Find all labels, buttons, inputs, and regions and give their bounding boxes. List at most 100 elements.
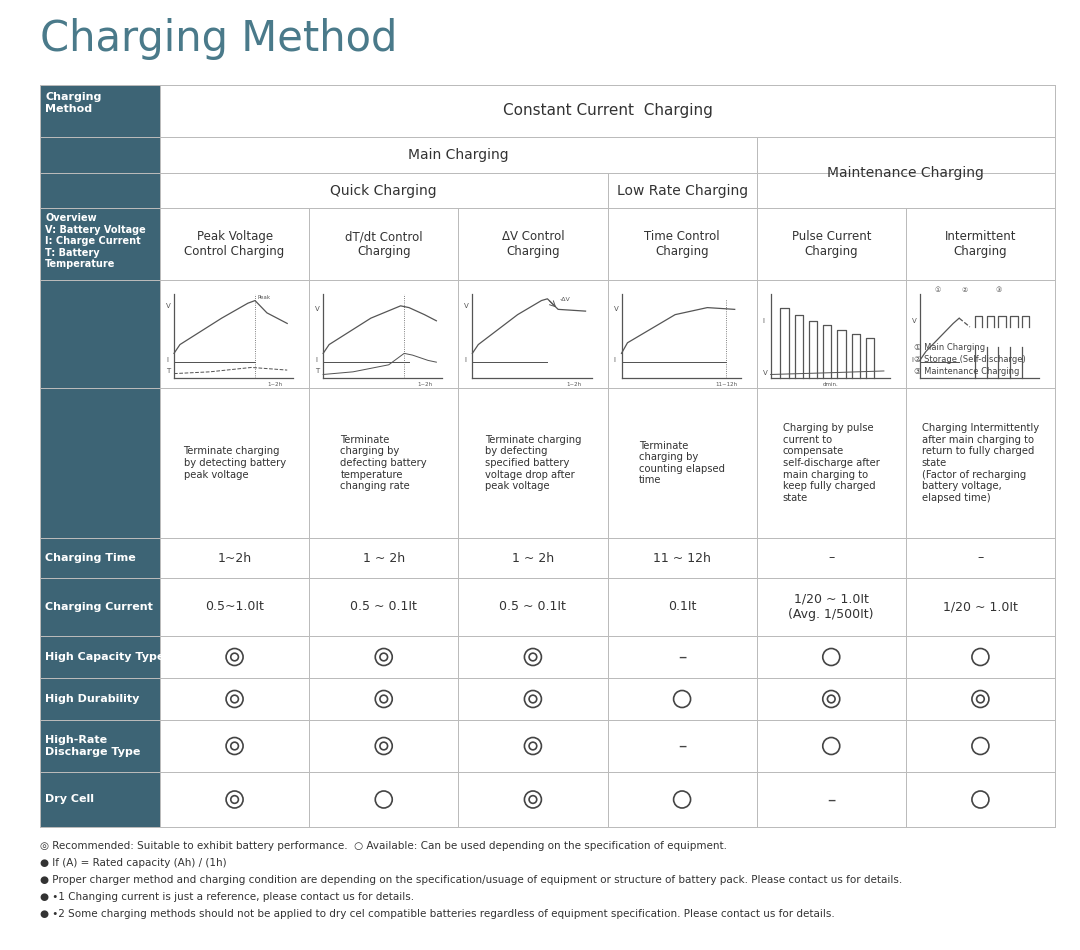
Bar bbox=[757, 678, 906, 720]
Bar bbox=[906, 388, 1055, 538]
Bar bbox=[309, 280, 458, 388]
Text: 0.5 ~ 0.1It: 0.5 ~ 0.1It bbox=[499, 600, 566, 614]
Text: T: T bbox=[166, 368, 171, 374]
Bar bbox=[309, 388, 458, 538]
Bar bbox=[757, 280, 906, 388]
Text: V: V bbox=[613, 306, 618, 313]
Text: dmin.: dmin. bbox=[822, 382, 838, 387]
Bar bbox=[757, 720, 906, 772]
Bar bbox=[607, 772, 757, 827]
Text: –: – bbox=[828, 552, 835, 564]
Text: Terminate
charging by
counting elapsed
time: Terminate charging by counting elapsed t… bbox=[639, 441, 725, 485]
Text: Charging by pulse
current to
compensate
self-discharge after
main charging to
ke: Charging by pulse current to compensate … bbox=[783, 423, 880, 503]
Bar bbox=[607, 173, 757, 208]
Bar bbox=[757, 388, 906, 538]
Text: ②: ② bbox=[962, 287, 969, 293]
Text: I: I bbox=[762, 318, 765, 324]
Text: T: T bbox=[315, 368, 320, 374]
Text: Terminate
charging by
defecting battery
temperature
changing rate: Terminate charging by defecting battery … bbox=[340, 435, 427, 491]
Bar bbox=[160, 636, 309, 678]
Text: Terminate charging
by detecting battery
peak voltage: Terminate charging by detecting battery … bbox=[184, 446, 285, 480]
Text: High Durability: High Durability bbox=[45, 694, 139, 704]
Bar bbox=[40, 280, 160, 388]
Text: V: V bbox=[166, 303, 171, 309]
Bar bbox=[160, 772, 309, 827]
Bar bbox=[607, 678, 757, 720]
Text: ● Proper charger method and charging condition are depending on the specificatio: ● Proper charger method and charging con… bbox=[40, 875, 902, 885]
Bar bbox=[40, 85, 160, 137]
Bar bbox=[309, 720, 458, 772]
Bar bbox=[906, 720, 1055, 772]
Text: 1~2h: 1~2h bbox=[268, 382, 283, 387]
Bar bbox=[458, 678, 607, 720]
Bar bbox=[40, 772, 160, 827]
Text: 0.5~1.0It: 0.5~1.0It bbox=[205, 600, 264, 614]
Bar bbox=[160, 388, 309, 538]
Bar bbox=[607, 720, 757, 772]
Bar bbox=[40, 137, 160, 173]
Bar bbox=[458, 636, 607, 678]
Text: 0.5 ~ 0.1It: 0.5 ~ 0.1It bbox=[350, 600, 417, 614]
Text: Pulse Current
Charging: Pulse Current Charging bbox=[792, 230, 870, 258]
Bar bbox=[40, 388, 160, 538]
Text: Charging Time: Charging Time bbox=[45, 553, 136, 563]
Bar bbox=[757, 538, 906, 578]
Bar bbox=[607, 280, 757, 388]
Text: ③ Maintenance Charging: ③ Maintenance Charging bbox=[914, 367, 1020, 376]
Bar bbox=[40, 173, 160, 208]
Bar bbox=[757, 208, 906, 280]
Text: ①: ① bbox=[934, 287, 941, 293]
Text: 1/20 ~ 1.0It: 1/20 ~ 1.0It bbox=[943, 600, 1017, 614]
Bar bbox=[160, 720, 309, 772]
Text: 1~2h: 1~2h bbox=[417, 382, 432, 387]
Text: Maintenance Charging: Maintenance Charging bbox=[827, 165, 984, 180]
Text: I: I bbox=[613, 357, 616, 364]
Text: –: – bbox=[977, 552, 984, 564]
Text: Quick Charging: Quick Charging bbox=[330, 183, 437, 198]
Bar bbox=[906, 772, 1055, 827]
Text: High-Rate
Discharge Type: High-Rate Discharge Type bbox=[45, 735, 140, 757]
Bar bbox=[607, 636, 757, 678]
Text: Dry Cell: Dry Cell bbox=[45, 794, 94, 805]
Text: V: V bbox=[464, 303, 469, 309]
Bar bbox=[160, 208, 309, 280]
Text: ③: ③ bbox=[996, 287, 1001, 293]
Text: 1~2h: 1~2h bbox=[566, 382, 581, 387]
Bar bbox=[458, 538, 607, 578]
Bar bbox=[757, 772, 906, 827]
Text: Peak: Peak bbox=[257, 294, 271, 300]
Bar bbox=[309, 538, 458, 578]
Bar bbox=[757, 636, 906, 678]
Bar bbox=[309, 772, 458, 827]
Bar bbox=[309, 636, 458, 678]
Text: Charging Intermittently
after main charging to
return to fully charged
state
(Fa: Charging Intermittently after main charg… bbox=[922, 423, 1039, 503]
Text: ● •2 Some charging methods should not be applied to dry cel compatible batteries: ● •2 Some charging methods should not be… bbox=[40, 909, 835, 919]
Bar bbox=[40, 578, 160, 636]
Text: Peak Voltage
Control Charging: Peak Voltage Control Charging bbox=[185, 230, 285, 258]
Text: Constant Current  Charging: Constant Current Charging bbox=[502, 104, 713, 119]
Bar bbox=[906, 208, 1055, 280]
Text: I: I bbox=[464, 357, 467, 364]
Text: -ΔV: -ΔV bbox=[559, 296, 570, 301]
Bar bbox=[607, 538, 757, 578]
Text: –: – bbox=[678, 737, 686, 755]
Bar bbox=[309, 208, 458, 280]
Text: Charging Current: Charging Current bbox=[45, 602, 153, 612]
Bar bbox=[906, 538, 1055, 578]
Text: Low Rate Charging: Low Rate Charging bbox=[617, 183, 747, 198]
Bar bbox=[906, 280, 1055, 388]
Bar bbox=[40, 720, 160, 772]
Bar bbox=[458, 208, 607, 280]
Bar bbox=[607, 208, 757, 280]
Bar bbox=[906, 678, 1055, 720]
Bar bbox=[40, 208, 160, 280]
Bar bbox=[160, 280, 309, 388]
Bar bbox=[458, 720, 607, 772]
Text: I: I bbox=[166, 357, 168, 364]
Text: Charging
Method: Charging Method bbox=[45, 92, 102, 114]
Text: I: I bbox=[912, 357, 914, 364]
Text: ② Storage (Self-discharge): ② Storage (Self-discharge) bbox=[914, 355, 1026, 364]
Text: ● •1 Changing current is just a reference, please contact us for details.: ● •1 Changing current is just a referenc… bbox=[40, 892, 414, 902]
Text: –: – bbox=[827, 790, 836, 808]
Text: Overview
V: Battery Voltage
I: Charge Current
T: Battery
Temperature: Overview V: Battery Voltage I: Charge Cu… bbox=[45, 213, 146, 270]
